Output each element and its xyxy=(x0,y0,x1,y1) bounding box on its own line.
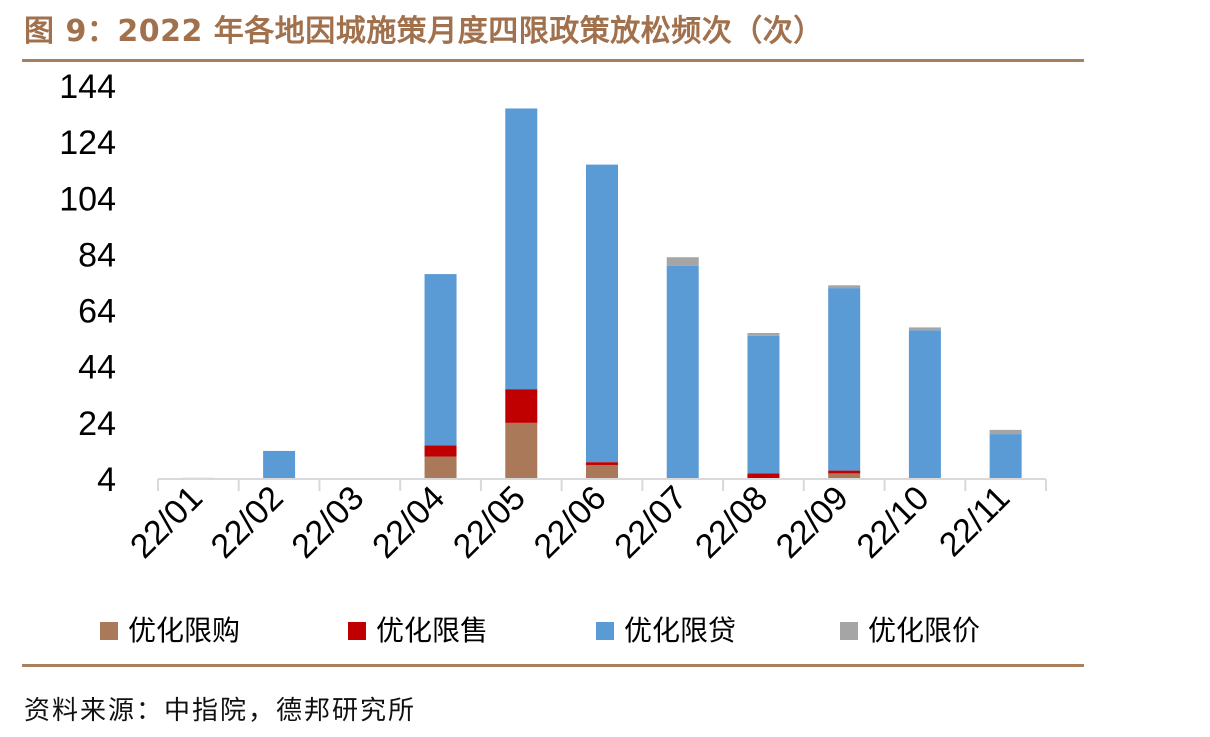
bar-segment-22-04-s2 xyxy=(424,274,457,446)
bar-segment-22-11-s3 xyxy=(989,429,1022,435)
bar-segment-22-06-s1 xyxy=(586,462,618,465)
x-tick-label: 22/04 xyxy=(365,479,452,566)
x-tick-label: 22/08 xyxy=(688,479,775,566)
bar-segment-22-08-s3 xyxy=(747,333,780,336)
y-tick-label: 144 xyxy=(59,68,116,106)
x-tick-label: 22/10 xyxy=(850,479,937,566)
bar-segment-22-09-s1 xyxy=(828,470,861,474)
legend-label: 优化限价 xyxy=(868,614,980,647)
x-tick-label: 22/11 xyxy=(932,479,1017,564)
y-tick-label: 4 xyxy=(97,461,116,499)
x-tick-label: 22/05 xyxy=(446,479,533,566)
bar-segment-22-05-s2 xyxy=(505,108,538,390)
legend-swatch xyxy=(348,622,366,640)
x-axis-labels: 22/0122/0222/0322/0422/0522/0622/0722/08… xyxy=(123,479,1017,566)
legend-swatch xyxy=(840,622,858,640)
y-axis: 4 24 44 64 84 104 124 144 xyxy=(59,68,116,499)
bar-segment-22-05-s1 xyxy=(505,389,538,423)
bar-segment-22-09-s0 xyxy=(828,473,861,479)
bar-segment-22-04-s0 xyxy=(424,456,457,479)
x-axis-ticks xyxy=(157,479,1047,491)
title-rule xyxy=(22,59,1084,62)
y-tick-label: 104 xyxy=(59,180,116,218)
bar-segment-22-06-s0 xyxy=(586,464,618,479)
bar-segment-22-02-s2 xyxy=(263,450,296,479)
x-tick-label: 22/02 xyxy=(204,479,291,566)
bar-segment-22-04-s1 xyxy=(424,445,457,457)
x-tick-label: 22/06 xyxy=(527,479,614,566)
x-tick-label: 22/03 xyxy=(284,479,371,566)
legend: 优化限购 优化限售 优化限贷 优化限价 xyxy=(100,614,980,647)
bar-segment-22-09-s3 xyxy=(828,285,861,289)
y-tick-label: 24 xyxy=(78,405,116,443)
y-tick-label: 44 xyxy=(78,349,116,387)
bar-segment-22-11-s2 xyxy=(989,434,1022,479)
y-tick-label: 84 xyxy=(78,236,116,274)
bar-segment-22-06-s2 xyxy=(586,164,618,463)
bar-segment-22-07-s3 xyxy=(666,257,699,266)
bar-segment-22-10-s3 xyxy=(908,327,941,331)
x-tick-label: 22/09 xyxy=(769,479,856,566)
figure-title: 图 9：2022 年各地因城施策月度四限政策放松频次（次） xyxy=(24,14,824,49)
source-note: 资料来源：中指院，德邦研究所 xyxy=(24,696,417,726)
bars xyxy=(182,108,1022,479)
bar-segment-22-09-s2 xyxy=(828,288,861,471)
x-tick-label: 22/07 xyxy=(607,479,694,566)
bar-segment-22-07-s2 xyxy=(666,265,699,479)
y-tick-label: 124 xyxy=(59,124,116,162)
legend-label: 优化限售 xyxy=(376,614,488,647)
bar-segment-22-08-s1 xyxy=(747,473,780,479)
bar-segment-22-10-s2 xyxy=(908,330,941,479)
x-tick-label: 22/01 xyxy=(123,479,210,566)
legend-label: 优化限购 xyxy=(128,614,240,647)
legend-swatch xyxy=(596,622,614,640)
bar-segment-22-08-s2 xyxy=(747,335,780,474)
footer-rule xyxy=(22,664,1084,667)
bar-segment-22-05-s0 xyxy=(505,422,538,479)
y-tick-label: 64 xyxy=(78,293,116,331)
legend-label: 优化限贷 xyxy=(624,614,736,647)
legend-swatch xyxy=(100,622,118,640)
